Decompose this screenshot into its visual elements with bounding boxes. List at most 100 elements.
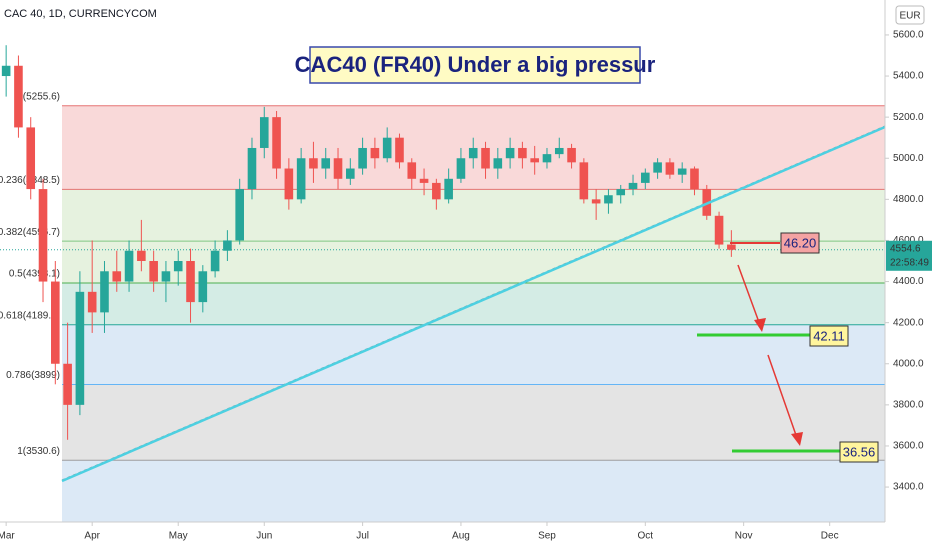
candle-body xyxy=(235,189,244,241)
candle-body xyxy=(407,162,417,179)
candle-body xyxy=(382,137,392,159)
candle-body xyxy=(63,363,72,405)
candle-body xyxy=(26,127,36,190)
last-price-tag xyxy=(886,240,932,271)
currency-box xyxy=(895,5,925,25)
axis: Mar Apr May Jun Jul Aug Sep Oct Nov Dec 3400.0 3600… xyxy=(0,30,932,542)
y-tick-label: 4800.0 xyxy=(893,194,924,205)
annotation-box xyxy=(809,325,849,347)
candle-body xyxy=(296,158,306,200)
candle-body xyxy=(284,168,294,200)
y-tick-label: 4400.0 xyxy=(893,276,924,287)
candle-body xyxy=(481,147,490,169)
trend-line xyxy=(61,125,886,483)
fib-zone xyxy=(62,460,885,522)
y-tick-label: 5000.0 xyxy=(893,153,924,164)
candle-body xyxy=(653,162,662,173)
y-tick-label: 4200.0 xyxy=(893,317,924,328)
annotation: 36.56 xyxy=(843,444,876,459)
candle-body xyxy=(100,271,109,313)
y-tick-label: 3600.0 xyxy=(893,441,924,452)
countdown: 22:58:49 xyxy=(890,257,929,268)
candle-body xyxy=(346,168,355,179)
candle-body xyxy=(419,178,429,183)
candle-body xyxy=(259,117,269,148)
x-tick-label: May xyxy=(169,531,188,542)
candle-body xyxy=(616,189,626,196)
candle-body xyxy=(223,240,232,251)
candle-body xyxy=(518,147,527,159)
fib-zone xyxy=(62,189,885,242)
y-tick-label: 5600.0 xyxy=(893,30,924,41)
candle-body xyxy=(591,199,601,204)
x-tick-label: Oct xyxy=(638,531,654,542)
x-tick-label: Apr xyxy=(84,531,100,542)
candle-body xyxy=(14,65,23,128)
candle-body xyxy=(530,158,539,163)
price-axis xyxy=(885,0,932,550)
candle-body xyxy=(87,291,97,313)
x-tick-label: Nov xyxy=(735,531,753,542)
candle-body xyxy=(690,168,699,190)
candle-body xyxy=(395,137,404,163)
x-tick-label: Jun xyxy=(256,531,272,542)
y-tick-label: 5400.0 xyxy=(893,71,924,82)
candle-body xyxy=(542,154,552,163)
candle-body xyxy=(124,250,134,282)
candle-body xyxy=(505,147,515,159)
candle-body xyxy=(173,261,183,272)
candle-body xyxy=(456,158,466,179)
annotation: 42.11 xyxy=(813,328,845,343)
annotation-box xyxy=(839,441,879,463)
y-tick-label: 4600.0 xyxy=(893,235,924,246)
candle-body xyxy=(677,168,687,175)
candle-body xyxy=(198,271,208,303)
candle-body xyxy=(358,147,367,169)
candle-body xyxy=(370,147,380,159)
candle-body xyxy=(38,189,48,282)
candle-body xyxy=(665,162,675,175)
candle-body xyxy=(714,215,724,245)
chart-title: CAC40 (FR40) Under a big pressur xyxy=(295,52,656,77)
candle-body xyxy=(137,250,146,261)
candle-body xyxy=(309,158,318,169)
candle-body xyxy=(444,178,453,200)
fib-label: 0.5(4393.1) xyxy=(9,269,60,280)
candle-body xyxy=(161,271,171,282)
candle-body xyxy=(112,271,122,282)
last-price: 4554.6 xyxy=(890,243,921,254)
candle-body xyxy=(1,65,11,77)
currency: EUR xyxy=(899,11,920,22)
arrowhead xyxy=(754,318,766,332)
candle-body xyxy=(75,291,85,405)
fib-zones: 0(5255.6)0.236(4848.5)0.382(4596.7)0.5(4… xyxy=(0,91,885,522)
candle-body xyxy=(149,261,158,282)
fib-label: 0(5255.6) xyxy=(17,91,60,102)
y-tick-label: 4000.0 xyxy=(893,358,924,369)
candle-body xyxy=(321,158,331,169)
y-tick-label: 5200.0 xyxy=(893,112,924,123)
annotation: 46.20 xyxy=(784,235,817,250)
arrow xyxy=(767,354,798,439)
candle-body xyxy=(493,158,503,169)
y-tick-label: 3800.0 xyxy=(893,399,924,410)
candle-body xyxy=(628,182,638,190)
candle-body xyxy=(567,147,576,163)
candle-body xyxy=(604,195,613,204)
candle-body xyxy=(641,172,650,183)
symbol-header: CAC 40, 1D, CURRENCYCOM xyxy=(4,8,157,20)
candle-body xyxy=(333,158,343,179)
fib-label: 0.786(3899) xyxy=(6,370,60,381)
candle-body xyxy=(51,281,60,364)
fib-label: 0.382(4596.7) xyxy=(0,227,60,238)
title-box xyxy=(309,46,641,84)
arrow xyxy=(737,264,761,326)
x-tick-label: Dec xyxy=(821,531,839,542)
fib-label: 1(3530.6) xyxy=(17,446,60,457)
candles xyxy=(1,45,736,440)
candle-body xyxy=(554,147,564,155)
candle-body xyxy=(579,162,589,200)
annotations: 46.20 42.11 36.56 xyxy=(697,232,879,463)
x-tick-label: Sep xyxy=(538,531,556,542)
candle-body xyxy=(247,147,257,190)
